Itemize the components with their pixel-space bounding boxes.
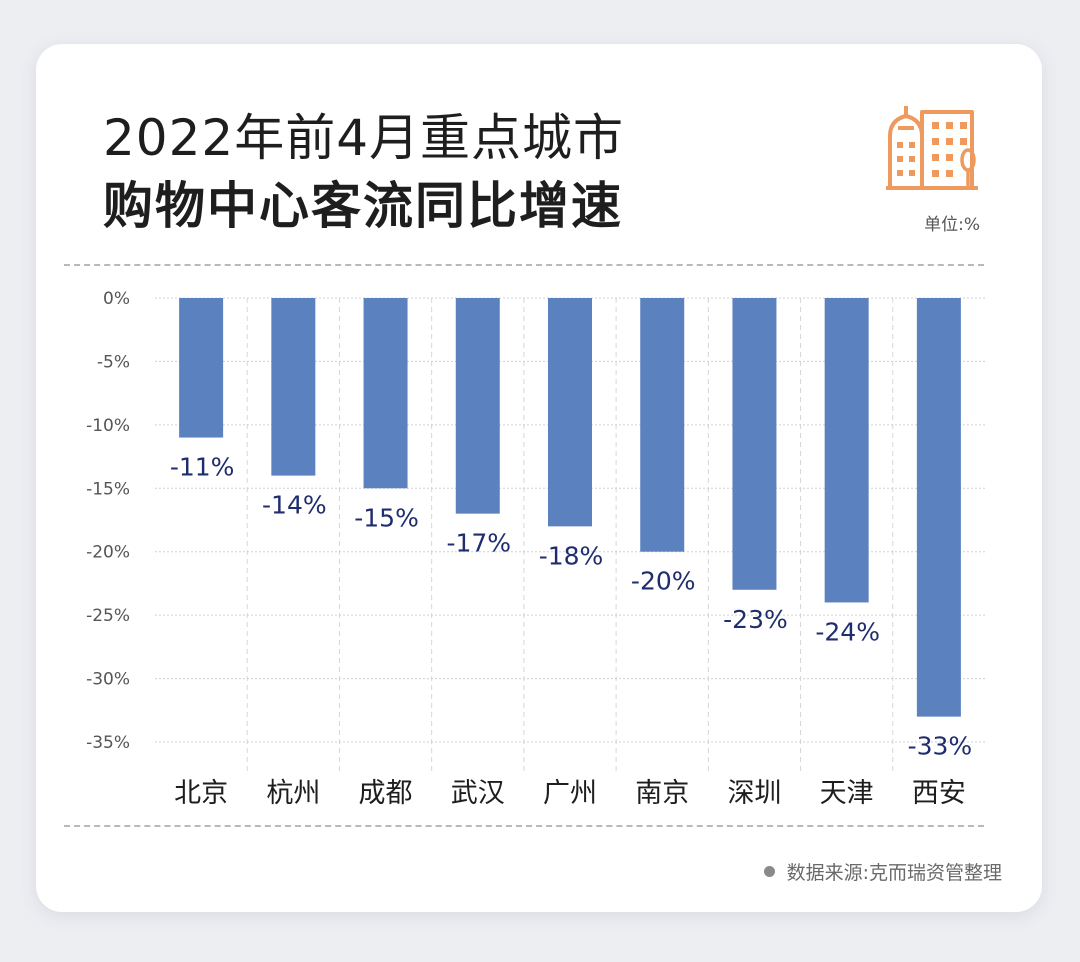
bar [732, 298, 777, 590]
data-label: -23% [723, 605, 788, 634]
bottom-separator [64, 825, 984, 827]
chart-title-line2: 购物中心客流同比增速 [103, 177, 623, 235]
data-label: -15% [354, 503, 419, 532]
y-tick-label: -10% [86, 416, 130, 436]
data-label: -18% [539, 541, 604, 570]
x-tick-label: 广州 [543, 778, 597, 809]
y-tick-label: -20% [86, 543, 130, 563]
source-text: 数据来源:克而瑞资管整理 [786, 862, 1002, 884]
x-tick-label: 北京 [174, 778, 228, 809]
x-tick-label: 杭州 [266, 778, 320, 809]
y-tick-label: -15% [86, 479, 130, 499]
y-tick-label: -35% [86, 733, 130, 753]
bar [548, 298, 592, 527]
x-tick-label: 武汉 [451, 778, 505, 809]
top-separator [64, 264, 984, 266]
bar [640, 298, 685, 552]
source-note: 数据来源:克而瑞资管整理 [763, 858, 1002, 885]
data-label: -14% [262, 491, 327, 520]
y-tick-label: -5% [97, 352, 130, 372]
bar [824, 298, 869, 603]
unit-label: 单位:% [924, 215, 980, 235]
y-tick-label: 0% [103, 289, 130, 309]
bar [455, 298, 500, 514]
city-buildings-icon [886, 106, 978, 190]
bar [179, 298, 224, 438]
bar [271, 298, 316, 476]
data-label: -17% [446, 529, 511, 558]
x-tick-label: 天津 [820, 778, 874, 809]
y-tick-label: -30% [86, 670, 130, 690]
data-label: -24% [815, 617, 880, 646]
x-tick-label: 南京 [635, 778, 689, 809]
x-tick-label: 成都 [359, 778, 413, 809]
data-label: -20% [631, 567, 696, 596]
data-label: -33% [908, 732, 973, 761]
chart-title-line1: 2022年前4月重点城市 [103, 109, 625, 167]
bar [363, 298, 408, 489]
dot-icon [763, 866, 775, 877]
y-tick-label: -25% [86, 606, 130, 626]
bar [916, 298, 961, 717]
chart-card [36, 44, 1042, 912]
data-label: -11% [170, 453, 235, 482]
x-tick-label: 西安 [912, 778, 966, 809]
x-tick-label: 深圳 [727, 778, 781, 809]
